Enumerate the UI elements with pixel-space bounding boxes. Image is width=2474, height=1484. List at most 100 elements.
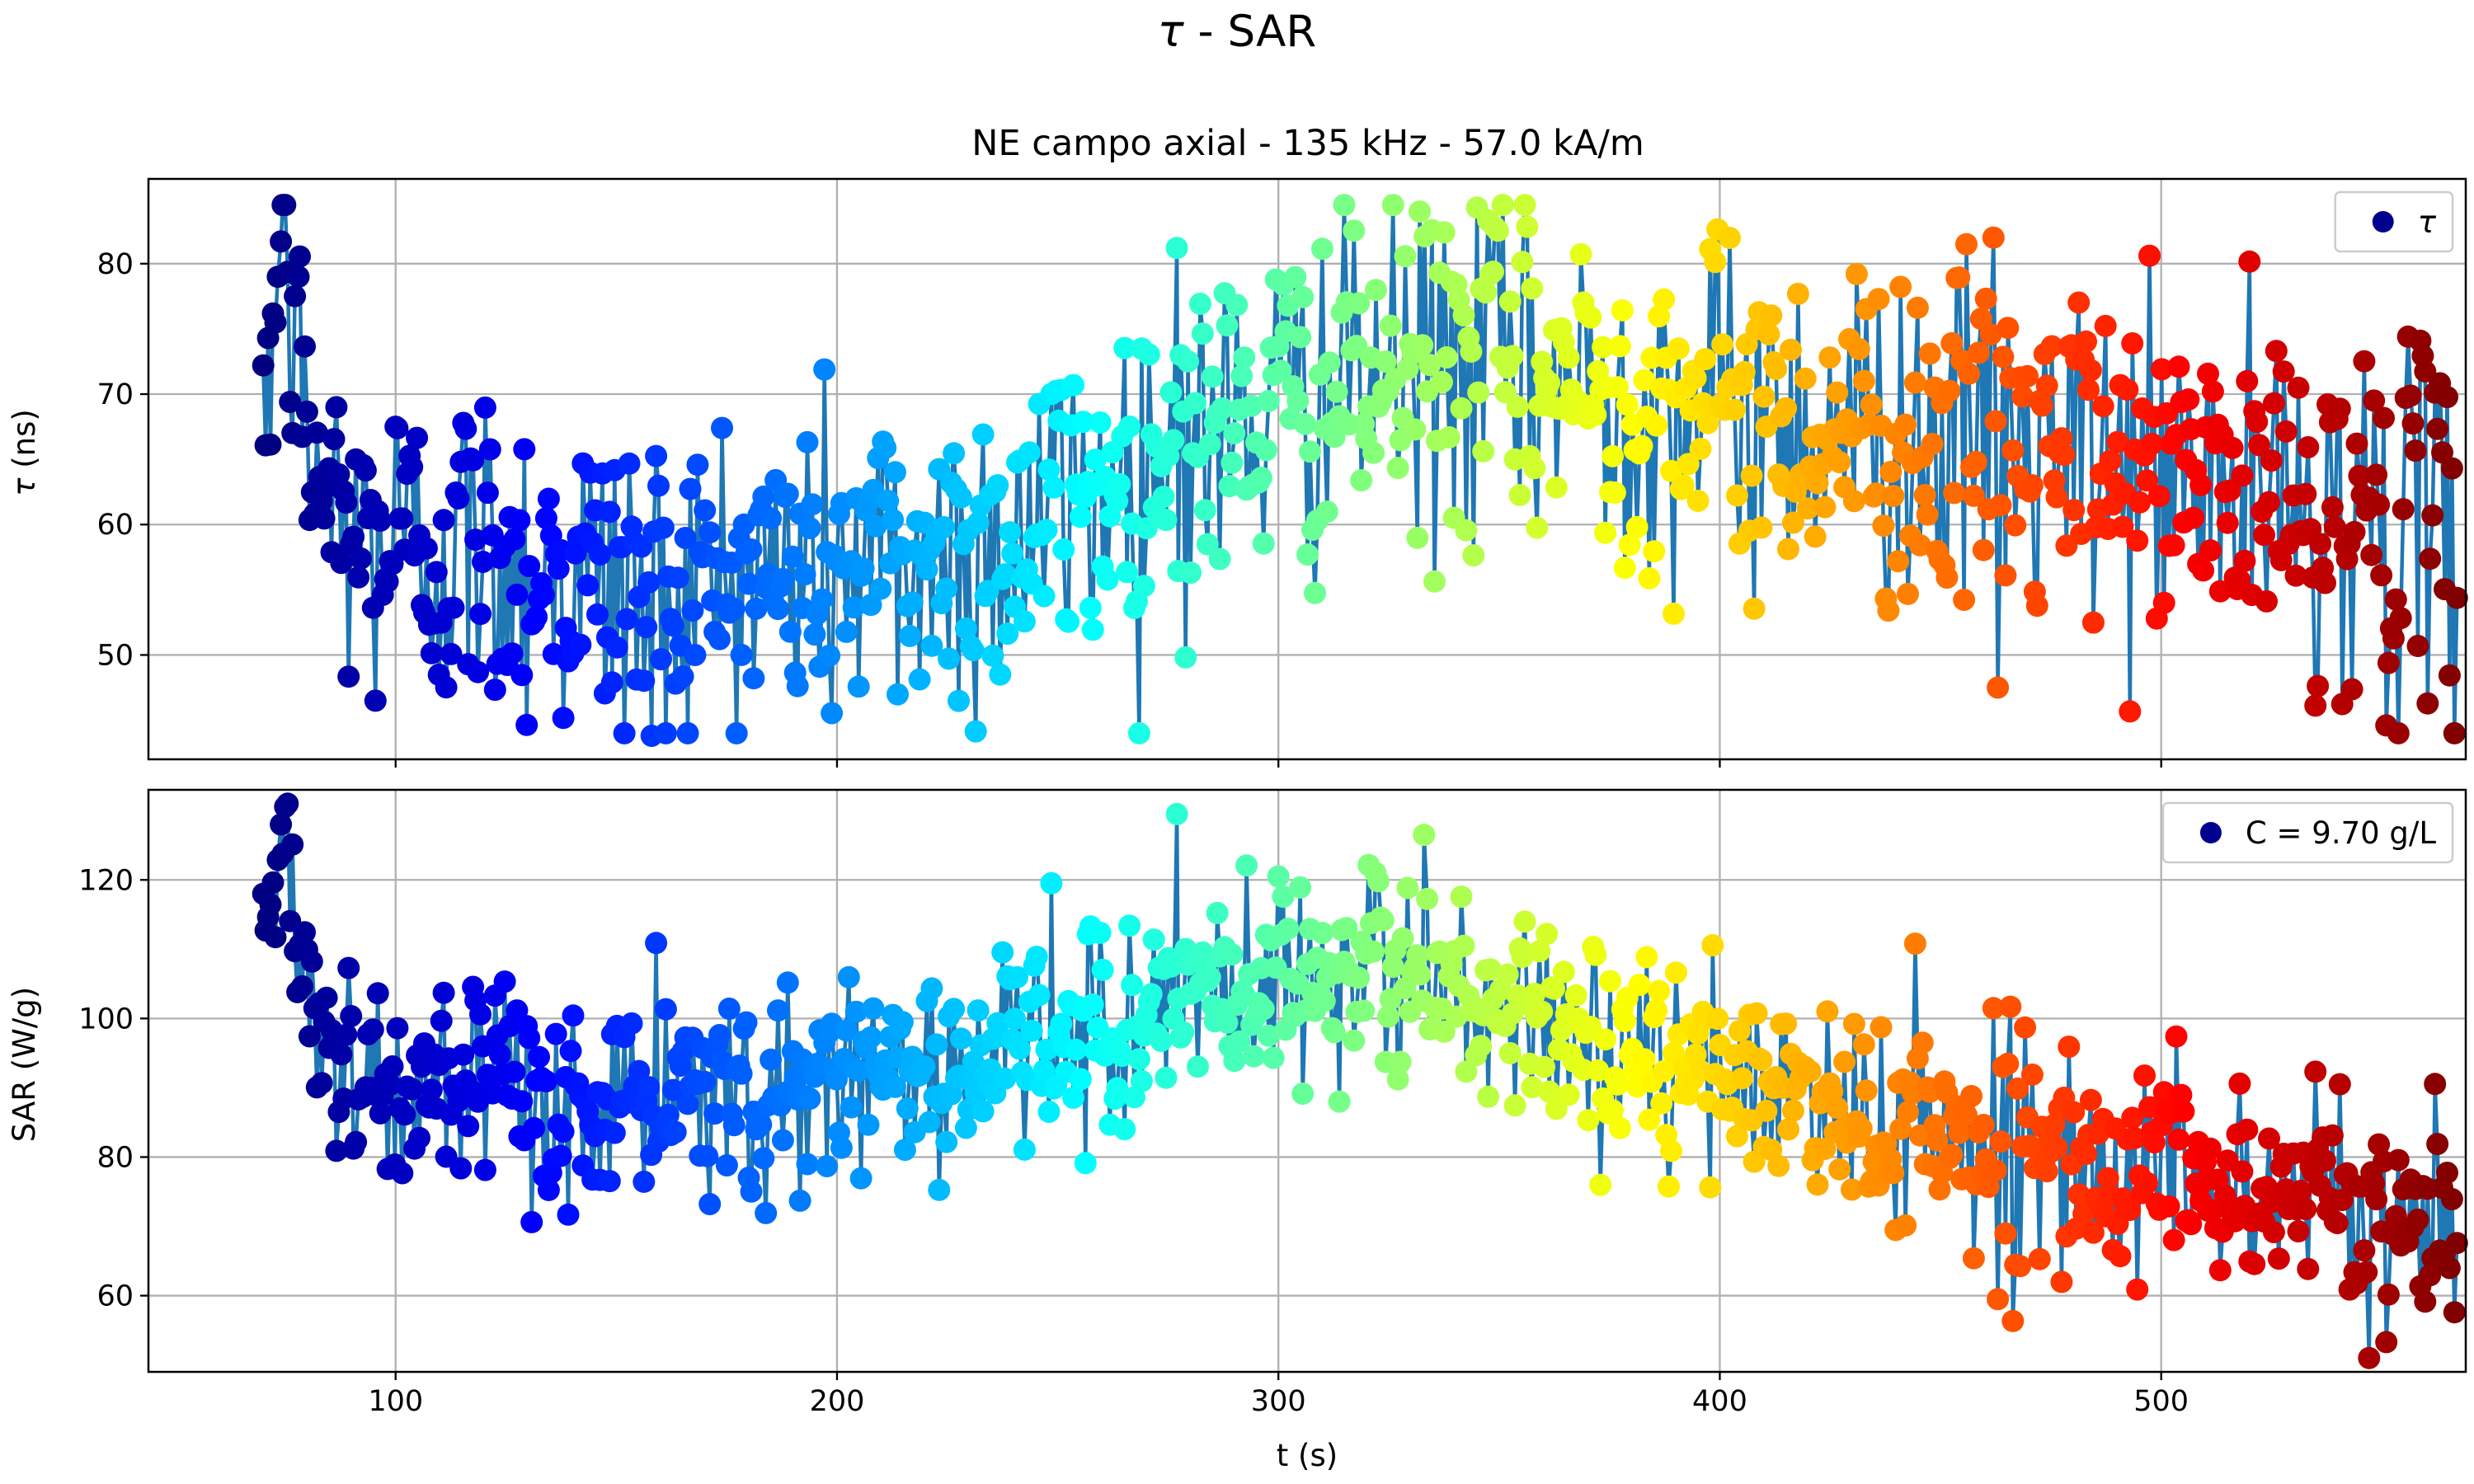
tau-data-point: [1777, 538, 1799, 561]
sar-data-point: [1940, 1144, 1964, 1167]
tau-data-point: [1828, 451, 1851, 473]
tau-data-point: [600, 671, 623, 694]
sar-data-point: [2267, 1247, 2290, 1270]
tau-data-point: [1001, 542, 1024, 565]
tau-data-point: [971, 423, 995, 446]
sar-data-point: [562, 1004, 585, 1027]
sar-data-point: [1781, 1099, 1804, 1122]
tau-data-point: [967, 511, 990, 534]
tau-data-point: [1257, 390, 1280, 412]
sar-data-point: [335, 1023, 358, 1046]
sar-data-point: [698, 1193, 722, 1215]
sar-data-point: [310, 1072, 333, 1095]
tau-data-point: [684, 644, 707, 666]
tau-data-point: [1740, 464, 1763, 487]
tau-data-point: [2294, 482, 2317, 505]
tau-data-point: [2197, 362, 2219, 385]
tau-data-point: [698, 521, 722, 544]
tau-data-point: [376, 570, 399, 593]
tau-data-point: [1918, 342, 1941, 365]
tau-data-point: [1780, 338, 1802, 361]
sar-data-point: [1584, 943, 1607, 966]
tau-data-point: [1672, 474, 1695, 497]
sar-data-point: [1608, 1116, 1631, 1139]
tau-data-point: [1982, 226, 2005, 249]
sar-data-point: [2201, 1199, 2224, 1222]
tau-data-point: [1491, 194, 1514, 217]
sar-data-point: [654, 998, 677, 1021]
sar-data-point: [2124, 1126, 2147, 1149]
sar-data-point: [2199, 1137, 2222, 1160]
sar-data-point: [1628, 974, 1651, 997]
sar-data-point: [735, 1011, 758, 1034]
tau-data-point: [1315, 500, 1338, 524]
sar-data-point: [1004, 1007, 1026, 1031]
tau-data-point: [586, 603, 609, 626]
tau-data-point: [1221, 451, 1244, 474]
sar-data-point: [366, 982, 389, 1005]
tau-data-point: [1967, 341, 1990, 364]
sar-data-point: [294, 921, 316, 944]
sar-data-point: [1228, 1030, 1251, 1053]
sar-data-point: [1842, 1012, 1865, 1036]
tau-data-point: [2016, 364, 2039, 387]
sar-data-point: [1130, 1069, 1153, 1092]
sar-data-point: [1089, 921, 1112, 944]
tau-legend-box: [2334, 190, 2454, 253]
tau-data-point: [1704, 251, 1727, 274]
tau-data-point: [1201, 365, 1224, 388]
sar-data-point: [1658, 1175, 1680, 1198]
tau-data-point: [1365, 279, 1387, 302]
tau-data-point: [821, 702, 844, 725]
tau-data-point: [989, 663, 1012, 686]
tau-data-point: [2309, 533, 2332, 556]
sar-axes-frame: [147, 788, 2467, 1374]
tau-data-point: [1118, 415, 1141, 438]
sar-data-point: [943, 998, 966, 1021]
tau-data-point: [938, 647, 961, 670]
sar-data-point: [2440, 1188, 2463, 1210]
tau-data-point: [1887, 550, 1910, 573]
sar-data-point: [954, 1116, 977, 1139]
sar-data-point: [771, 1129, 794, 1152]
sar-xtick-label: 400: [1692, 1385, 1747, 1418]
tau-data-point: [1379, 314, 1402, 337]
tau-data-point: [1663, 602, 1685, 625]
sar-data-point: [1409, 963, 1432, 986]
tau-data-point: [864, 514, 887, 538]
tau-data-point: [1618, 533, 1641, 556]
tau-data-point: [2348, 464, 2371, 487]
tau-data-point: [1964, 450, 1987, 473]
tau-data-point: [2272, 360, 2295, 383]
sar-data-point: [991, 941, 1014, 964]
sar-ytick-label: 100: [78, 1003, 134, 1036]
tau-data-point: [2360, 543, 2383, 566]
tau-data-point: [2126, 529, 2149, 552]
sar-data-point: [1118, 914, 1141, 937]
tau-data-point: [1362, 441, 1385, 464]
tau-data-point: [742, 667, 765, 690]
tau-data-point: [1545, 476, 1568, 499]
tau-data-point: [2116, 378, 2139, 402]
sar-data-point: [1121, 974, 1144, 997]
tau-data-point: [1291, 285, 1315, 308]
sar-data-point: [2050, 1270, 2073, 1294]
sar-data-point: [1381, 956, 1404, 979]
tau-data-point: [1689, 437, 1712, 460]
tau-data-point: [1089, 411, 1112, 434]
tau-data-point: [313, 507, 336, 530]
tau-data-point: [464, 528, 487, 552]
sar-data-point: [717, 998, 741, 1020]
tau-data-point: [1079, 596, 1102, 619]
tau-data-point: [1684, 366, 1707, 389]
tau-data-point: [803, 623, 826, 646]
tau-data-point: [2389, 607, 2412, 630]
sar-data-point: [1069, 1068, 1092, 1091]
tau-data-point: [1374, 350, 1397, 373]
tau-data-point: [1608, 335, 1631, 358]
sar-data-point: [1855, 1079, 1878, 1102]
tau-data-point: [740, 538, 763, 561]
tau-data-point: [994, 563, 1017, 586]
sar-data-point: [2162, 1228, 2185, 1252]
tau-data-point: [618, 452, 641, 475]
